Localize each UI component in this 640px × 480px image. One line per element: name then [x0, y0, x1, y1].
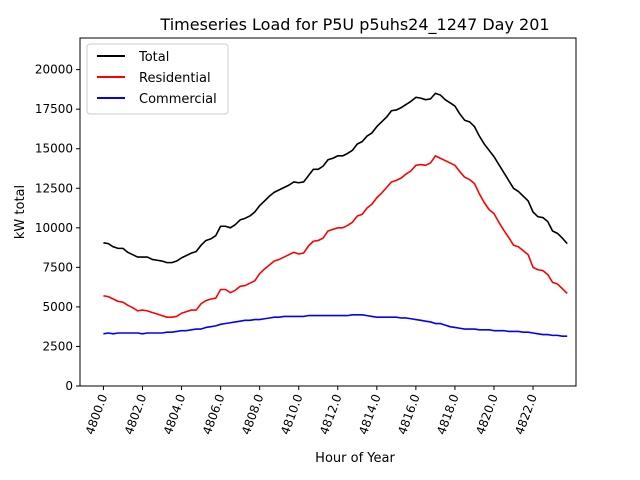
- legend-label-total: Total: [138, 50, 169, 65]
- x-tick-label: 4804.0: [161, 392, 189, 436]
- x-axis-label: Hour of Year: [315, 451, 395, 466]
- x-tick-label: 4820.0: [473, 392, 501, 436]
- y-axis-ticks: 0 2500 5000 7500 10000 12500 15000 17500 20000: [35, 63, 80, 393]
- x-tick-label: 4812.0: [317, 392, 345, 436]
- legend: Total Residential Commercial: [86, 43, 229, 115]
- series-line-total: [103, 92, 568, 264]
- legend-label-residential: Residential: [139, 71, 211, 86]
- x-tick-label: 4810.0: [278, 392, 306, 436]
- x-tick-label: 4808.0: [239, 392, 267, 436]
- series-lines: [103, 92, 568, 337]
- series-line-commercial: [103, 314, 568, 337]
- y-tick-label: 2500: [42, 339, 73, 353]
- y-tick-label: 0: [65, 379, 73, 393]
- x-axis-ticks: 4800.0 4802.0 4804.0 4806.0 4808.0 4810.0 4812…: [83, 386, 540, 436]
- y-tick-label: 12500: [35, 181, 73, 195]
- x-tick-label: 4822.0: [512, 392, 540, 436]
- y-tick-label: 7500: [42, 260, 73, 274]
- y-tick-label: 17500: [35, 102, 73, 116]
- series-line-residential: [103, 155, 568, 318]
- plot-area-frame: [79, 37, 577, 387]
- legend-label-commercial: Commercial: [139, 92, 217, 107]
- chart-title: Timeseries Load for P5U p5uhs24_1247 Day…: [159, 15, 549, 35]
- x-tick-label: 4800.0: [83, 392, 111, 436]
- y-tick-label: 20000: [35, 63, 73, 77]
- y-tick-label: 15000: [35, 142, 73, 156]
- y-tick-label: 10000: [35, 221, 73, 235]
- x-tick-label: 4806.0: [200, 392, 228, 436]
- x-tick-label: 4802.0: [122, 392, 150, 436]
- y-axis-label: kW total: [13, 185, 28, 239]
- x-tick-label: 4816.0: [395, 392, 423, 436]
- y-tick-label: 5000: [42, 300, 73, 314]
- x-tick-label: 4814.0: [356, 392, 384, 436]
- x-tick-label: 4818.0: [434, 392, 462, 436]
- legend-box: [86, 43, 229, 115]
